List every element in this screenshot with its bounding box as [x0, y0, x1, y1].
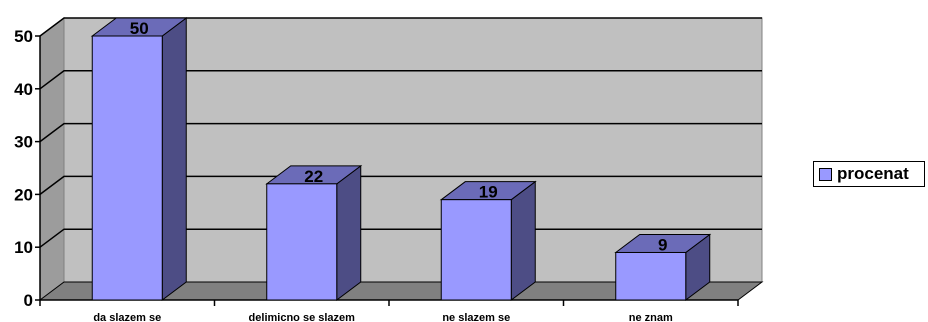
plot-side-wall [39, 17, 65, 301]
gridline [39, 70, 762, 90]
y-tick-label: 20 [14, 185, 33, 204]
y-tick-label: 10 [14, 238, 33, 257]
bar-side-da-slazem-se [161, 17, 187, 301]
y-tick-label: 40 [14, 80, 33, 99]
data-label: 22 [304, 167, 323, 186]
legend-label: procenat [837, 164, 909, 183]
x-category-label: ne znam [629, 312, 673, 322]
bar-side-delimicno-se-slazem [336, 164, 362, 301]
y-tick-label: 30 [14, 133, 33, 152]
data-label: 19 [479, 183, 498, 202]
bar-side-ne-slazem-se [510, 180, 536, 301]
y-tick-label: 50 [14, 27, 33, 46]
data-label: 50 [130, 19, 149, 38]
bar-ne-znam [615, 251, 687, 301]
legend: procenat [813, 161, 925, 187]
data-label: 9 [658, 235, 667, 254]
x-category-label: da slazem se [93, 312, 161, 322]
bar-ne-slazem-se [440, 199, 512, 301]
x-category-label: delimicno se slazem [249, 312, 356, 322]
x-category-label: ne slazem se [442, 312, 510, 322]
gridline [39, 122, 762, 143]
gridline [39, 17, 762, 37]
bar-delimicno-se-slazem [266, 183, 338, 301]
gridline [39, 175, 762, 195]
bar-da-slazem-se [91, 35, 163, 301]
y-tick-label: 0 [24, 291, 33, 310]
legend-swatch [819, 167, 832, 181]
